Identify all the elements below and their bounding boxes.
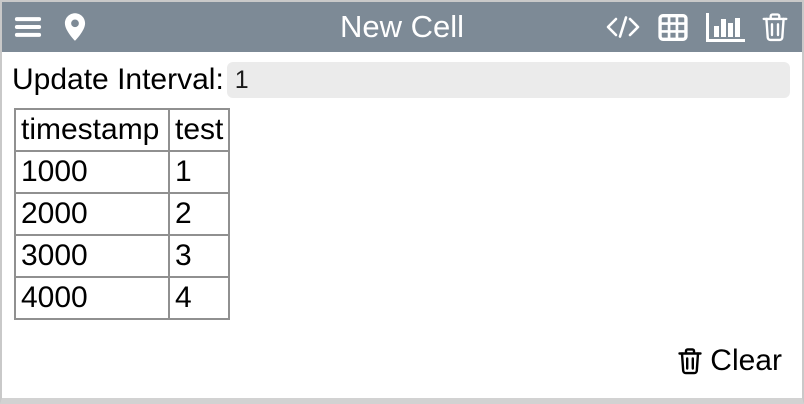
cell-timestamp: 4000 [14,276,170,320]
cell-timestamp: 2000 [14,192,170,236]
column-header-timestamp: timestamp [14,108,170,152]
cell-timestamp: 1000 [14,150,170,194]
header-bar: New Cell [2,2,802,52]
table-header-row: timestamp test [14,108,231,152]
update-interval-input[interactable] [226,62,790,98]
chart-view-icon[interactable] [705,12,745,42]
cell-test: 2 [167,192,231,236]
header-right-icons [605,12,788,42]
cell-timestamp: 3000 [14,234,170,278]
table-row: 1000 1 [14,150,231,194]
cell-test: 1 [167,150,231,194]
cell-test: 4 [167,276,231,320]
table-view-icon[interactable] [658,13,688,41]
header-left-icons [14,13,86,41]
clear-button-label: Clear [710,344,782,377]
trash-icon[interactable] [762,12,788,42]
table-row: 3000 3 [14,234,231,278]
table-row: 4000 4 [14,276,231,320]
code-view-icon[interactable] [605,14,641,40]
hamburger-menu-icon[interactable] [14,15,42,39]
data-table: timestamp test 1000 1 2000 2 3000 3 4000… [14,108,231,320]
trash-icon [678,347,702,375]
clear-button[interactable]: Clear [678,344,782,378]
update-interval-row: Update Interval: [2,52,802,98]
column-header-test: test [167,108,231,152]
location-pin-icon[interactable] [64,13,86,41]
update-interval-label: Update Interval: [12,63,224,96]
table-row: 2000 2 [14,192,231,236]
cell-test: 3 [167,234,231,278]
